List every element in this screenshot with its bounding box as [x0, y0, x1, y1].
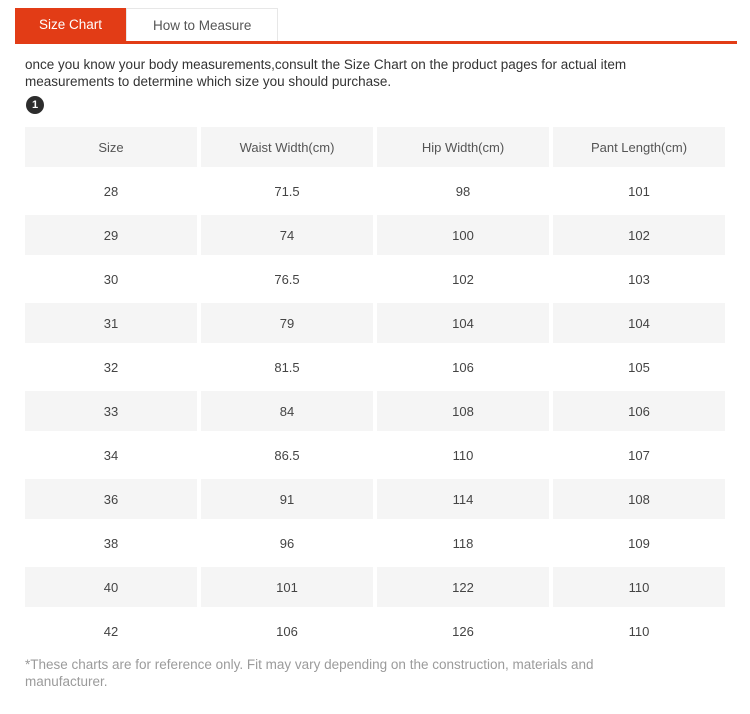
table-row: 42 106 126 110 — [25, 609, 725, 653]
table-row: 36 91 114 108 — [25, 477, 725, 521]
table-row: 32 81.5 106 105 — [25, 345, 725, 389]
cell-length: 102 — [553, 213, 725, 257]
size-table: Size Waist Width(cm) Hip Width(cm) Pant … — [25, 125, 725, 653]
cell-length: 103 — [553, 257, 725, 301]
tab-size-chart[interactable]: Size Chart — [15, 8, 127, 41]
cell-length: 108 — [553, 477, 725, 521]
cell-waist: 71.5 — [201, 169, 377, 213]
cell-size: 28 — [25, 169, 201, 213]
table-row: 28 71.5 98 101 — [25, 169, 725, 213]
cell-hip: 122 — [377, 565, 553, 609]
cell-length: 110 — [553, 609, 725, 653]
cell-length: 109 — [553, 521, 725, 565]
disclaimer-text: *These charts are for reference only. Fi… — [25, 657, 594, 689]
cell-waist: 79 — [201, 301, 377, 345]
table-row: 29 74 100 102 — [25, 213, 725, 257]
size-chart-page: Size Chart How to Measure once you know … — [0, 8, 750, 714]
cell-length: 106 — [553, 389, 725, 433]
table-row: 38 96 118 109 — [25, 521, 725, 565]
cell-length: 104 — [553, 301, 725, 345]
cell-size: 38 — [25, 521, 201, 565]
cell-size: 34 — [25, 433, 201, 477]
cell-hip: 98 — [377, 169, 553, 213]
cell-size: 32 — [25, 345, 201, 389]
step-1-badge: 1 — [26, 96, 44, 114]
cell-hip: 100 — [377, 213, 553, 257]
table-row: 30 76.5 102 103 — [25, 257, 725, 301]
header-hip-width: Hip Width(cm) — [377, 125, 553, 169]
cell-hip: 110 — [377, 433, 553, 477]
table-row: 31 79 104 104 — [25, 301, 725, 345]
cell-length: 107 — [553, 433, 725, 477]
tab-how-to-measure[interactable]: How to Measure — [126, 8, 279, 41]
cell-waist: 96 — [201, 521, 377, 565]
header-size: Size — [25, 125, 201, 169]
cell-length: 105 — [553, 345, 725, 389]
cell-hip: 106 — [377, 345, 553, 389]
cell-length: 110 — [553, 565, 725, 609]
table-row: 40 101 122 110 — [25, 565, 725, 609]
cell-waist: 86.5 — [201, 433, 377, 477]
cell-size: 40 — [25, 565, 201, 609]
table-header-row: Size Waist Width(cm) Hip Width(cm) Pant … — [25, 125, 725, 169]
cell-hip: 114 — [377, 477, 553, 521]
cell-waist: 76.5 — [201, 257, 377, 301]
cell-hip: 126 — [377, 609, 553, 653]
tab-bar: Size Chart How to Measure — [15, 8, 737, 44]
header-pant-length: Pant Length(cm) — [553, 125, 725, 169]
cell-size: 33 — [25, 389, 201, 433]
cell-waist: 81.5 — [201, 345, 377, 389]
cell-waist: 101 — [201, 565, 377, 609]
cell-size: 36 — [25, 477, 201, 521]
cell-hip: 104 — [377, 301, 553, 345]
cell-waist: 106 — [201, 609, 377, 653]
intro-text: once you know your body measurements,con… — [25, 57, 627, 89]
cell-hip: 102 — [377, 257, 553, 301]
table-row: 34 86.5 110 107 — [25, 433, 725, 477]
cell-waist: 91 — [201, 477, 377, 521]
cell-waist: 74 — [201, 213, 377, 257]
cell-size: 31 — [25, 301, 201, 345]
table-row: 33 84 108 106 — [25, 389, 725, 433]
cell-hip: 108 — [377, 389, 553, 433]
header-waist-width: Waist Width(cm) — [201, 125, 377, 169]
cell-size: 30 — [25, 257, 201, 301]
cell-waist: 84 — [201, 389, 377, 433]
cell-size: 29 — [25, 213, 201, 257]
cell-size: 42 — [25, 609, 201, 653]
cell-hip: 118 — [377, 521, 553, 565]
cell-length: 101 — [553, 169, 725, 213]
